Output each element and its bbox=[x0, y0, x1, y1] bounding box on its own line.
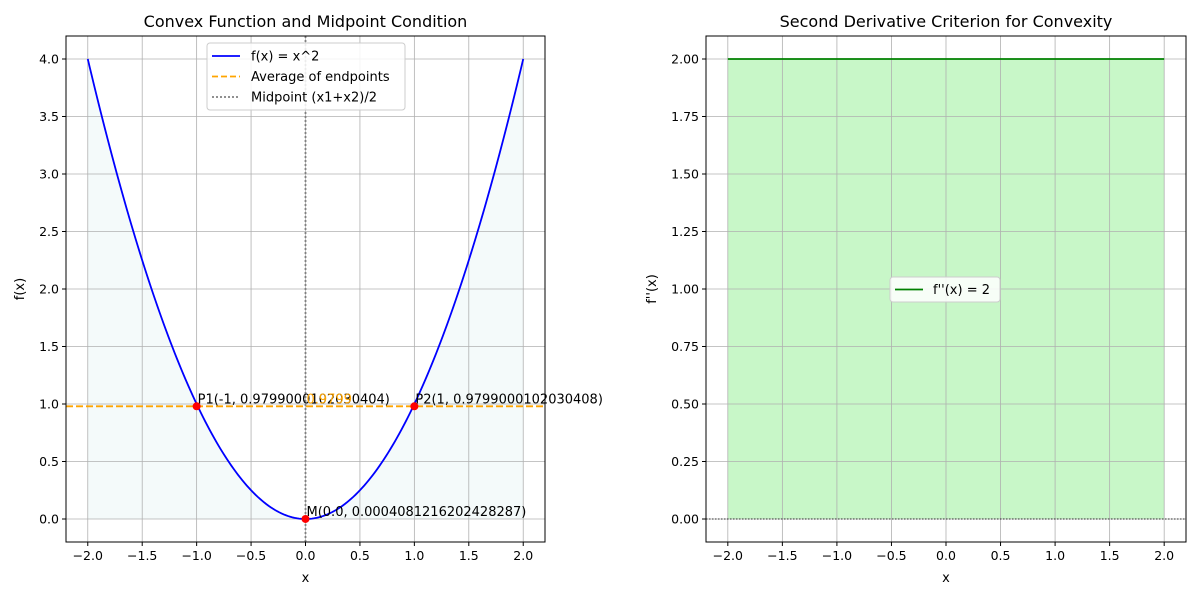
chart-title: Second Derivative Criterion for Convexit… bbox=[780, 12, 1113, 31]
point-label: M(0.0, 0.0004081216202428287) bbox=[307, 505, 527, 520]
legend-box bbox=[889, 276, 1001, 303]
x-tick-label: 1.5 bbox=[459, 548, 479, 563]
x-tick-label: −1.5 bbox=[127, 548, 157, 563]
x-tick-label: −0.5 bbox=[236, 548, 266, 563]
y-axis-label: f''(x) bbox=[645, 274, 660, 304]
y-axis-label: f(x) bbox=[13, 278, 28, 300]
annotation-label: 0.9799 bbox=[307, 392, 353, 407]
x-tick-label: −1.5 bbox=[767, 548, 797, 563]
legend: f(x) = x^2 Average of endpoints Midpoint (… bbox=[206, 42, 406, 111]
x-tick-label: 0.5 bbox=[350, 548, 370, 563]
point-marker bbox=[301, 514, 310, 523]
x-tick-label: −0.5 bbox=[876, 548, 906, 563]
y-tick-label: 0.75 bbox=[671, 339, 699, 354]
x-tick-label: 1.0 bbox=[404, 548, 424, 563]
y-tick-label: 4.0 bbox=[39, 52, 59, 67]
legend-label: Average of endpoints bbox=[251, 70, 390, 85]
legend-box bbox=[206, 42, 406, 111]
legend-label: f''(x) = 2 bbox=[933, 283, 990, 298]
x-tick-label: 0.0 bbox=[296, 548, 316, 563]
y-tick-label: 3.0 bbox=[39, 167, 59, 182]
y-tick-label: 0.5 bbox=[39, 454, 59, 469]
legend: f''(x) = 2 bbox=[889, 276, 1001, 303]
x-tick-label: −1.0 bbox=[822, 548, 852, 563]
point-marker bbox=[410, 402, 419, 411]
y-tick-label: 0.0 bbox=[39, 512, 59, 527]
x-tick-label: −1.0 bbox=[181, 548, 211, 563]
x-axis-label: x bbox=[942, 571, 950, 586]
point-label: P2(1, 0.9799000102030408) bbox=[415, 392, 603, 407]
right-chart: −2.0 −1.5 −1.0 −0.5 0.0 0.5 1.0 1.5 2.0 0.00 0.25 0… bbox=[645, 12, 1187, 586]
y-tick-label: 1.25 bbox=[671, 224, 699, 239]
x-tick-label: 0.5 bbox=[991, 548, 1011, 563]
x-axis-label: x bbox=[302, 571, 310, 586]
x-tick-label: 1.0 bbox=[1045, 548, 1065, 563]
x-tick-label: 2.0 bbox=[1154, 548, 1174, 563]
y-tick-label: 0.50 bbox=[671, 397, 699, 412]
legend-label: Midpoint (x1+x2)/2 bbox=[251, 91, 377, 106]
y-tick-label: 0.25 bbox=[671, 454, 699, 469]
y-tick-label: 0.00 bbox=[671, 512, 699, 527]
y-tick-label: 3.5 bbox=[39, 109, 59, 124]
chart-title: Convex Function and Midpoint Condition bbox=[144, 12, 468, 31]
y-tick-label: 2.0 bbox=[39, 282, 59, 297]
legend-label: f(x) = x^2 bbox=[251, 50, 319, 65]
point-marker bbox=[192, 402, 201, 411]
y-tick-label: 1.5 bbox=[39, 339, 59, 354]
x-tick-label: −2.0 bbox=[73, 548, 103, 563]
x-tick-label: 1.5 bbox=[1100, 548, 1120, 563]
y-tick-label: 2.00 bbox=[671, 52, 699, 67]
x-tick-label: 0.0 bbox=[936, 548, 956, 563]
point-label: P1(-1, 0.9799000102030404) bbox=[198, 392, 390, 407]
y-tick-label: 2.5 bbox=[39, 224, 59, 239]
y-tick-label: 1.0 bbox=[39, 397, 59, 412]
y-tick-label: 1.75 bbox=[671, 109, 699, 124]
x-tick-label: −2.0 bbox=[713, 548, 743, 563]
left-chart: P1(-1, 0.9799000102030404) P2(1, 0.979900… bbox=[13, 12, 603, 586]
y-tick-label: 1.00 bbox=[671, 282, 699, 297]
y-tick-label: 1.50 bbox=[671, 167, 699, 182]
x-tick-label: 2.0 bbox=[513, 548, 533, 563]
